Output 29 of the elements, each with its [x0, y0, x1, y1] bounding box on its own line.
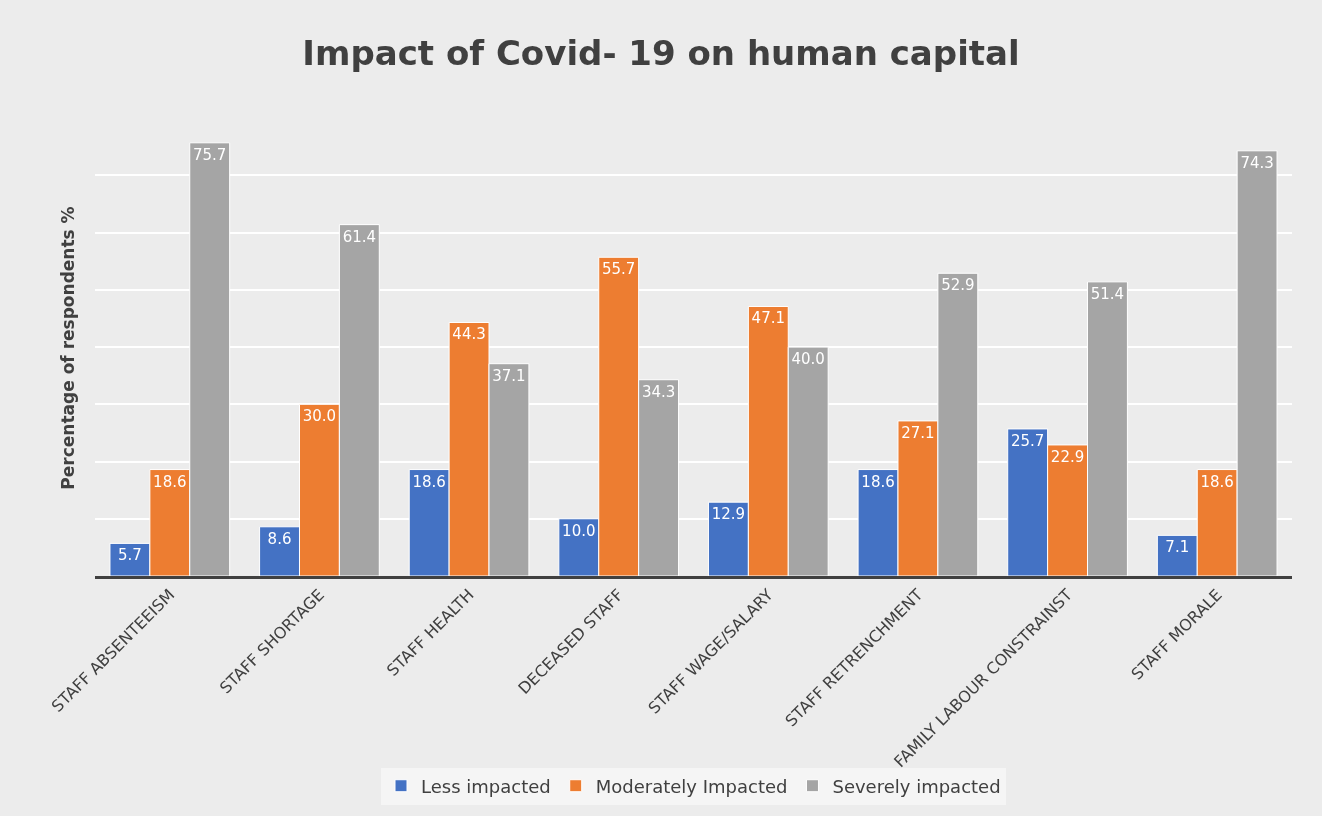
data-label: 74.3	[1240, 153, 1274, 172]
data-label: 61.4	[342, 227, 377, 246]
data-label: 7.1	[1165, 538, 1190, 557]
data-label: 12.9	[711, 505, 746, 524]
data-label: 44.3	[452, 325, 486, 344]
data-label: 18.6	[861, 472, 895, 491]
data-label: 10.0	[562, 521, 596, 540]
data-label: 18.6	[412, 472, 446, 491]
legend-label: Moderately Impacted	[595, 775, 788, 797]
data-label: 52.9	[941, 276, 975, 295]
data-label: 51.4	[1090, 284, 1125, 303]
data-label: 37.1	[492, 366, 526, 385]
legend-label: Less impacted	[421, 775, 551, 797]
data-label: 8.6	[267, 529, 292, 548]
y-axis-title: Percentage of respondents %	[57, 206, 78, 490]
chart-title: Impact of Covid- 19 on human capital	[302, 32, 1020, 73]
data-label: 25.7	[1010, 431, 1045, 450]
legend-label: Severely impacted	[832, 775, 1001, 797]
data-label: 18.6	[1200, 472, 1234, 491]
data-label: 5.7	[117, 546, 142, 565]
data-label: 18.6	[153, 472, 187, 491]
data-label: 55.7	[601, 260, 636, 279]
data-label: 47.1	[751, 309, 786, 328]
data-label: 34.3	[641, 382, 676, 401]
data-label: 30.0	[302, 407, 337, 426]
data-label: 27.1	[901, 423, 935, 442]
data-label: 75.7	[193, 145, 227, 164]
data-label: 22.9	[1050, 447, 1085, 466]
data-label: 40.0	[791, 350, 825, 369]
